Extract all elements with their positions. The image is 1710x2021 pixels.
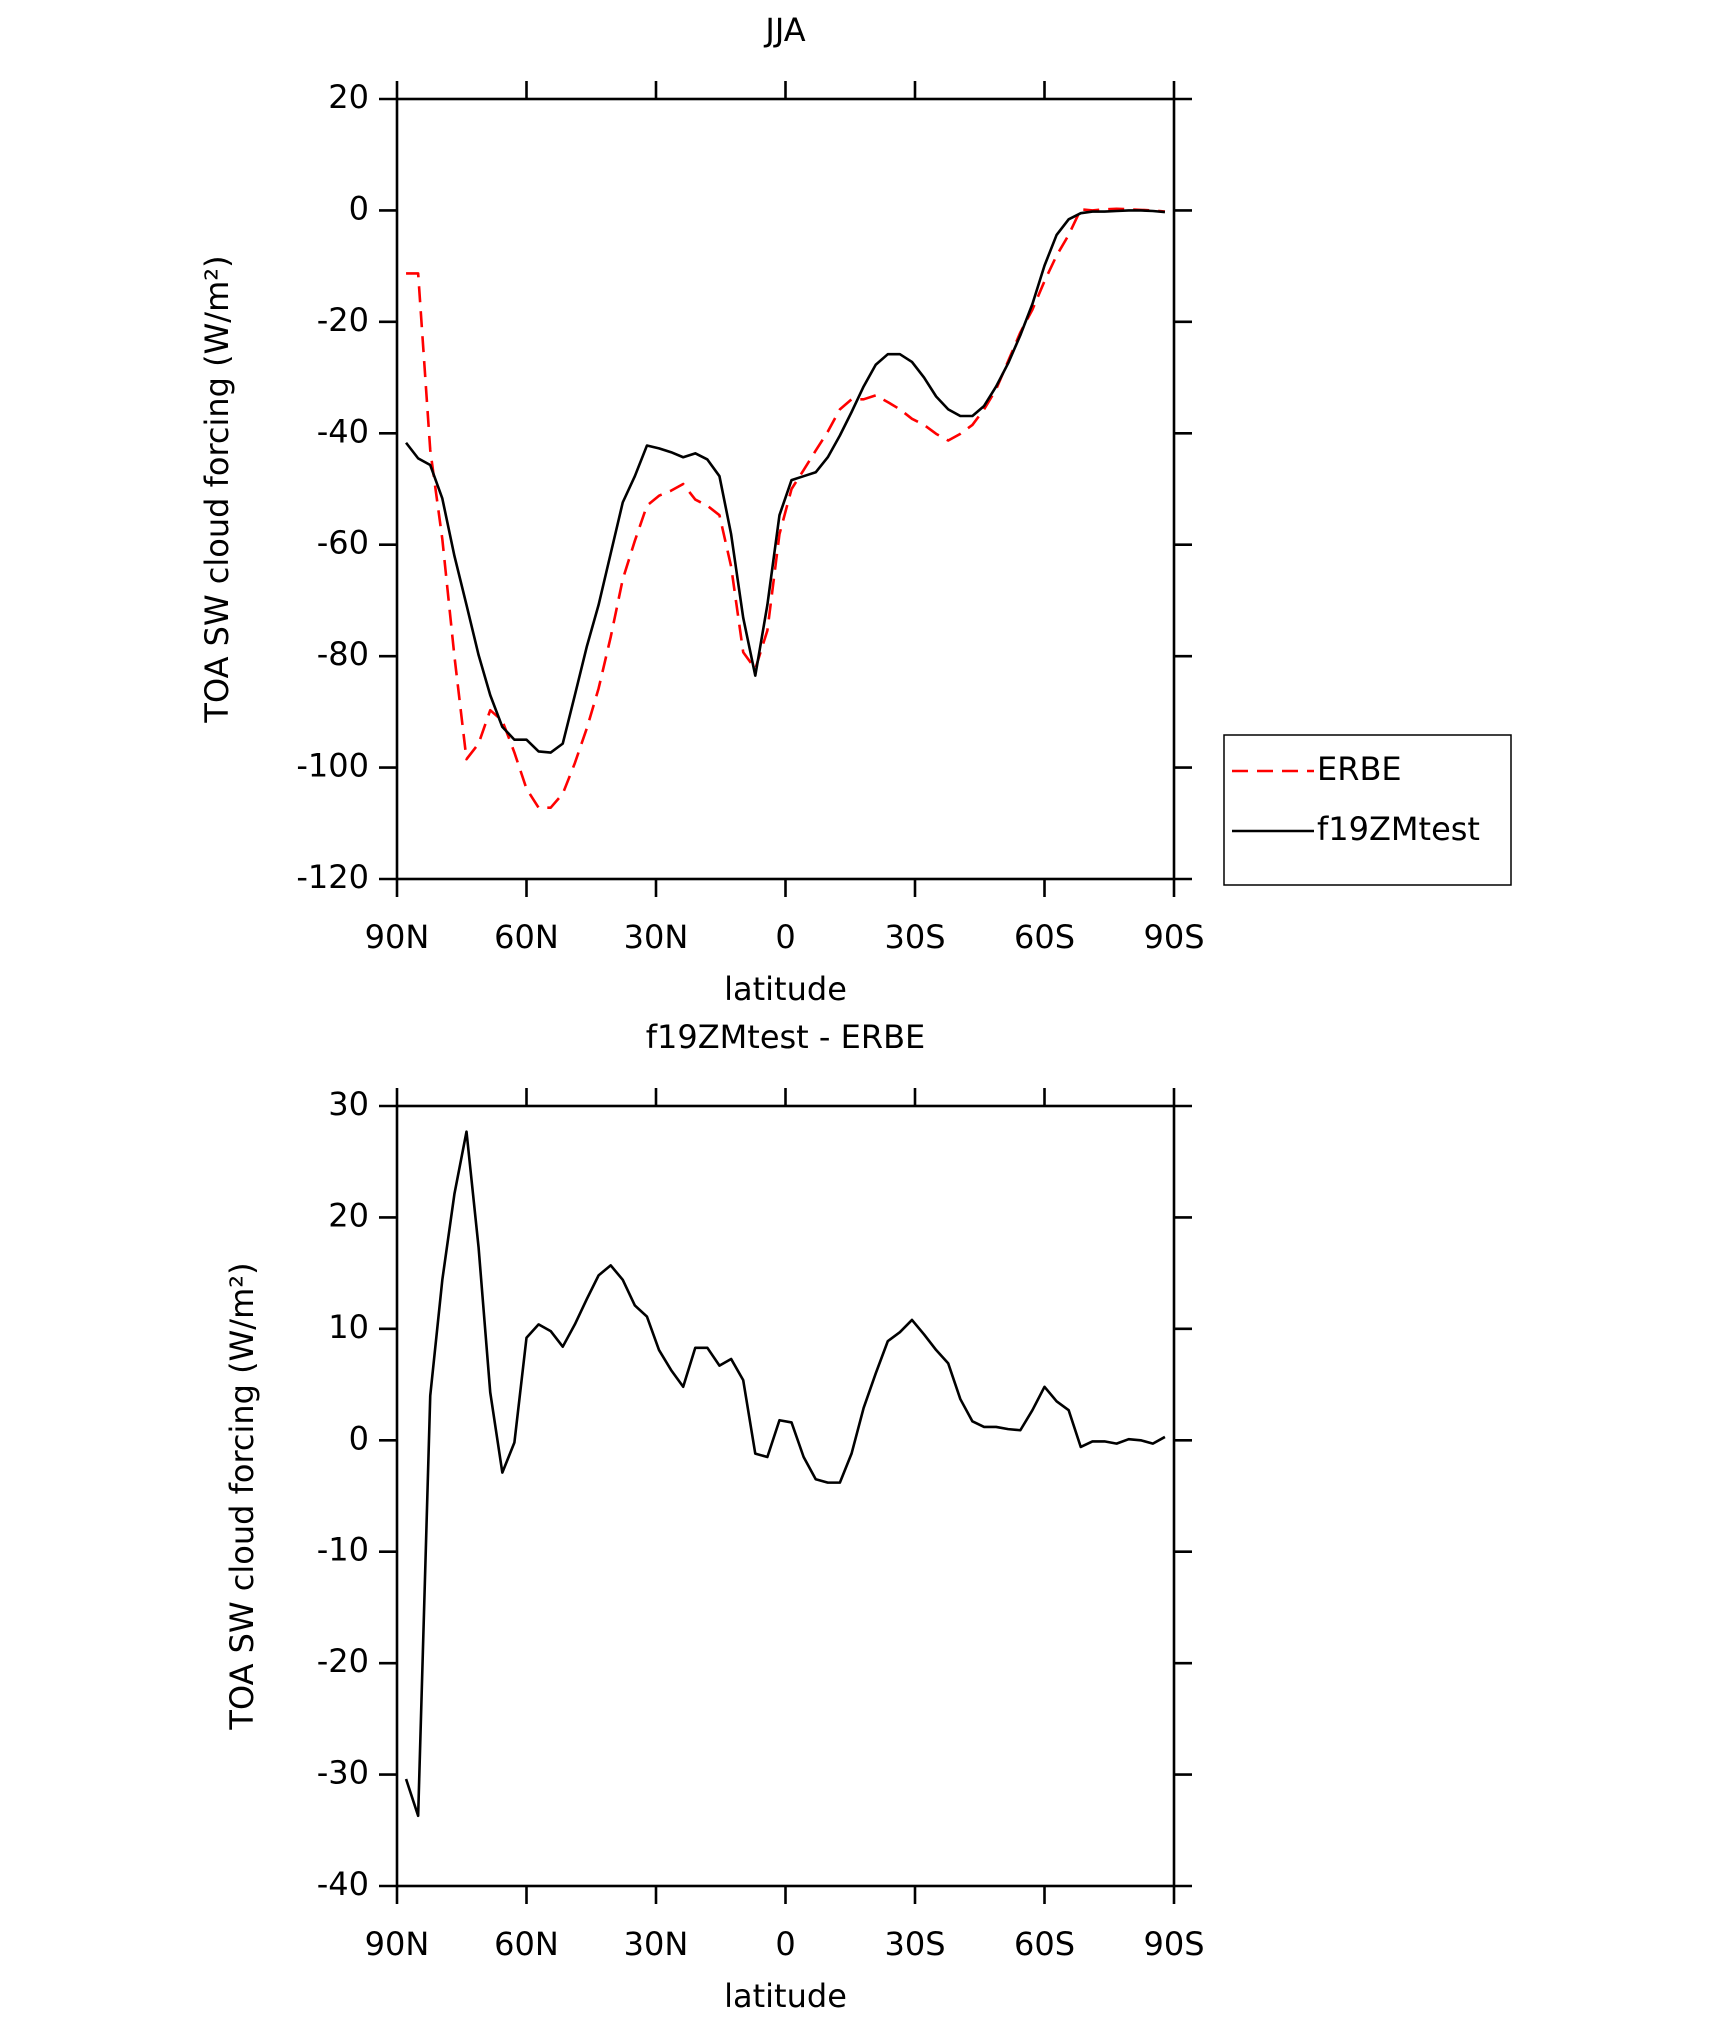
x-tick-label: 90S: [1143, 1925, 1204, 1963]
x-tick-label: 90S: [1143, 918, 1204, 956]
x-tick-label: 0: [775, 1925, 795, 1963]
x-tick-label: 60S: [1014, 918, 1075, 956]
chart-title: f19ZMtest - ERBE: [646, 1018, 925, 1056]
y-tick-label: -40: [317, 1865, 369, 1903]
legend-label: f19ZMtest: [1317, 810, 1480, 848]
data-line: [404, 1130, 1166, 1818]
y-tick-label: -30: [317, 1754, 369, 1792]
y-tick-label: 10: [328, 1308, 369, 1346]
x-tick-label: 30S: [884, 918, 945, 956]
y-tick-label: -60: [317, 524, 369, 562]
x-tick-label: 90N: [365, 918, 430, 956]
y-tick-label: 30: [328, 1085, 369, 1123]
legend-label: ERBE: [1317, 750, 1402, 788]
x-tick-label: 60N: [494, 1925, 559, 1963]
x-axis-label: latitude: [724, 970, 847, 1008]
y-axis-label: TOA SW cloud forcing (W/m²): [198, 255, 236, 723]
chart-title: JJA: [763, 11, 805, 49]
plot-frame: [395, 1104, 1176, 1888]
legend-box: [1223, 734, 1512, 886]
x-axis-label: latitude: [724, 1977, 847, 2015]
data-line: [405, 209, 1166, 754]
y-tick-label: 20: [328, 1196, 369, 1234]
data-line: [406, 207, 1166, 809]
y-tick-label: -100: [296, 747, 369, 785]
x-tick-label: 60N: [494, 918, 559, 956]
x-tick-label: 30N: [624, 918, 689, 956]
x-tick-label: 0: [775, 918, 795, 956]
plot-frame: [395, 97, 1176, 881]
x-tick-label: 90N: [365, 1925, 430, 1963]
y-tick-label: 0: [349, 189, 369, 227]
y-tick-label: -40: [317, 412, 369, 450]
y-tick-label: -120: [296, 858, 369, 896]
y-tick-label: -80: [317, 635, 369, 673]
y-tick-label: -10: [317, 1531, 369, 1569]
y-tick-label: -20: [317, 301, 369, 339]
x-tick-label: 30N: [624, 1925, 689, 1963]
y-tick-label: 0: [349, 1419, 369, 1457]
y-axis-label: TOA SW cloud forcing (W/m²): [223, 1262, 261, 1730]
x-tick-label: 30S: [884, 1925, 945, 1963]
x-tick-label: 60S: [1014, 1925, 1075, 1963]
y-tick-label: 20: [328, 78, 369, 116]
y-tick-label: -20: [317, 1642, 369, 1680]
